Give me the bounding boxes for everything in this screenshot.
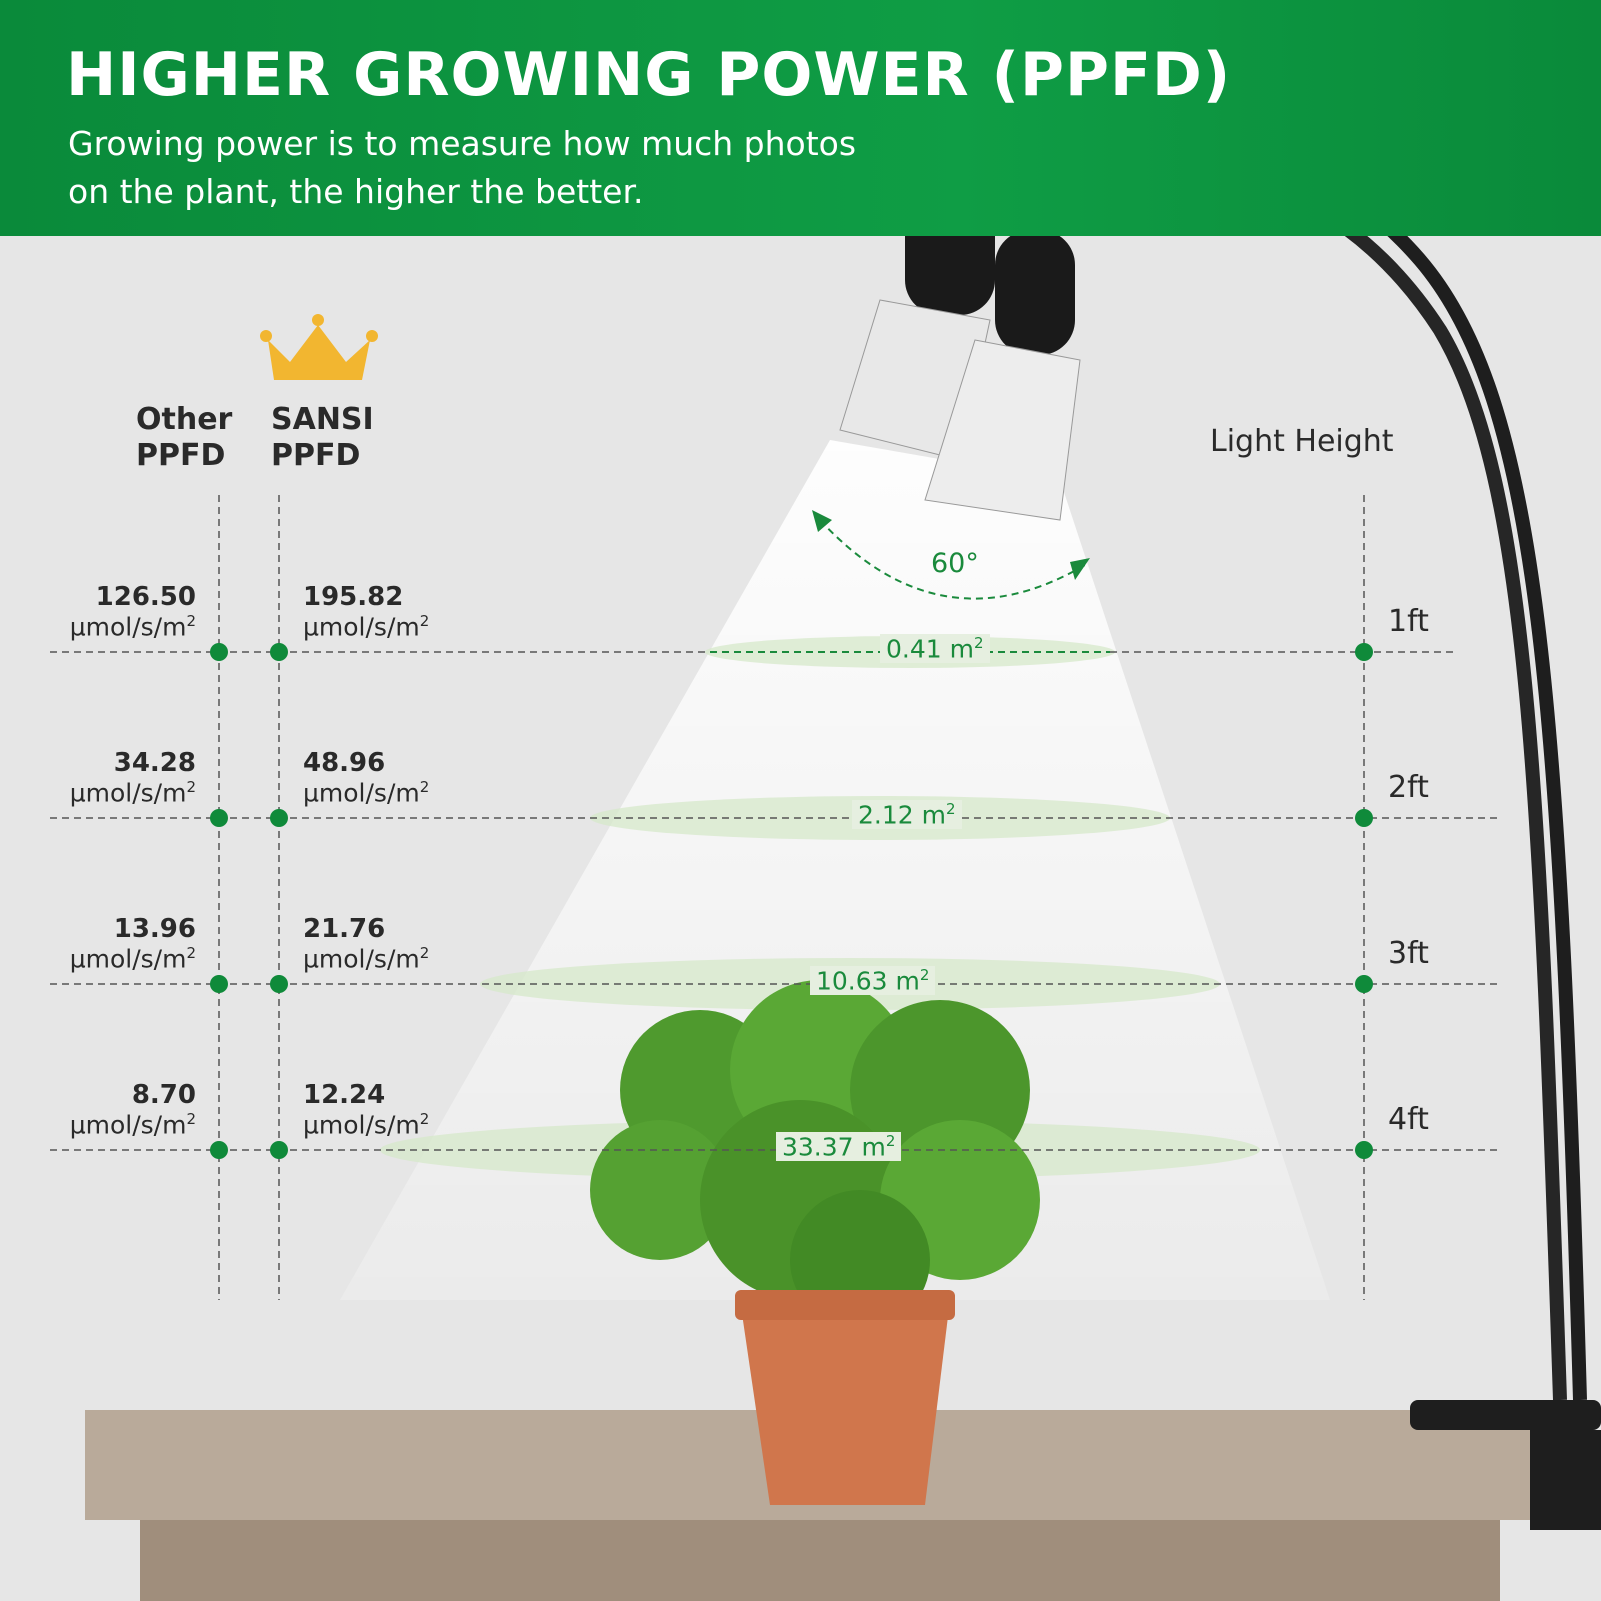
sansi-ppfd-value: 48.96 µmol/s/m2 — [303, 748, 430, 808]
pot — [740, 1300, 950, 1505]
other-ppfd-value: 13.96 µmol/s/m2 — [69, 914, 196, 974]
subtitle: Growing power is to measure how much pho… — [68, 124, 857, 211]
other-ppfd-header: Other PPFD — [136, 402, 233, 473]
coverage-area: 2.12 m2 — [852, 800, 962, 830]
other-ppfd-value: 34.28 µmol/s/m2 — [69, 748, 196, 808]
sansi-ppfd-value: 12.24 µmol/s/m2 — [303, 1080, 430, 1140]
beam-angle: 60° — [931, 548, 979, 579]
height-label: 3ft — [1388, 936, 1429, 971]
light-height-header: Light Height — [1210, 424, 1394, 459]
crown-icon — [260, 314, 378, 380]
header-banner: HIGHER GROWING POWER (PPFD) Growing powe… — [0, 0, 1601, 236]
sansi-ppfd-header: SANSI PPFD — [271, 402, 374, 473]
other-ppfd-value: 126.50 µmol/s/m2 — [69, 582, 196, 642]
sansi-ppfd-value: 21.76 µmol/s/m2 — [303, 914, 430, 974]
coverage-area: 33.37 m2 — [776, 1132, 902, 1162]
coverage-area: 0.41 m2 — [880, 634, 990, 664]
height-label: 2ft — [1388, 770, 1429, 805]
coverage-area: 10.63 m2 — [810, 966, 936, 996]
other-ppfd-value: 8.70 µmol/s/m2 — [69, 1080, 196, 1140]
height-label: 4ft — [1388, 1102, 1429, 1137]
height-label: 1ft — [1388, 604, 1429, 639]
page-title: HIGHER GROWING POWER (PPFD) — [66, 40, 1232, 110]
sansi-ppfd-value: 195.82 µmol/s/m2 — [303, 582, 430, 642]
